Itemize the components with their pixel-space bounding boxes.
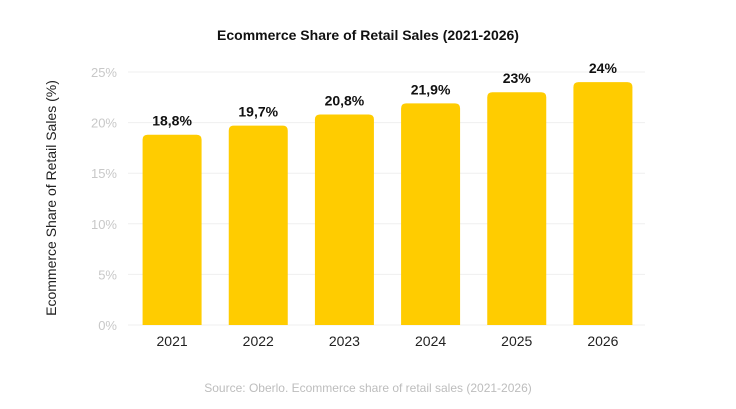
data-label: 24% [589, 60, 618, 76]
y-axis-label: Ecommerce Share of Retail Sales (%) [43, 80, 59, 316]
x-tick-label: 2026 [587, 333, 618, 349]
data-label: 21,9% [411, 81, 451, 97]
x-tick-label: 2023 [329, 333, 360, 349]
bar-2022 [228, 125, 288, 325]
bar-2023 [314, 114, 374, 325]
y-tick-label: 10% [91, 217, 117, 232]
source-note: Source: Oberlo. Ecommerce share of retai… [204, 381, 532, 395]
y-tick-label: 25% [91, 65, 117, 80]
data-label: 19,7% [238, 104, 278, 120]
bar-2025 [487, 92, 547, 326]
x-tick-label: 2021 [157, 333, 188, 349]
data-label: 20,8% [325, 93, 365, 109]
data-label: 23% [503, 70, 532, 86]
y-tick-label: 15% [91, 166, 117, 181]
y-tick-label: 20% [91, 116, 117, 131]
x-tick-label: 2022 [243, 333, 274, 349]
x-tick-label: 2024 [415, 333, 446, 349]
bar-2021 [142, 134, 202, 325]
data-label: 18,8% [152, 113, 192, 129]
y-tick-label: 5% [98, 267, 117, 282]
y-tick-label: 0% [98, 318, 117, 333]
bar-2026 [573, 82, 633, 326]
chart-title: Ecommerce Share of Retail Sales (2021-20… [217, 27, 519, 43]
x-tick-label: 2025 [501, 333, 532, 349]
bar-2024 [401, 103, 461, 325]
